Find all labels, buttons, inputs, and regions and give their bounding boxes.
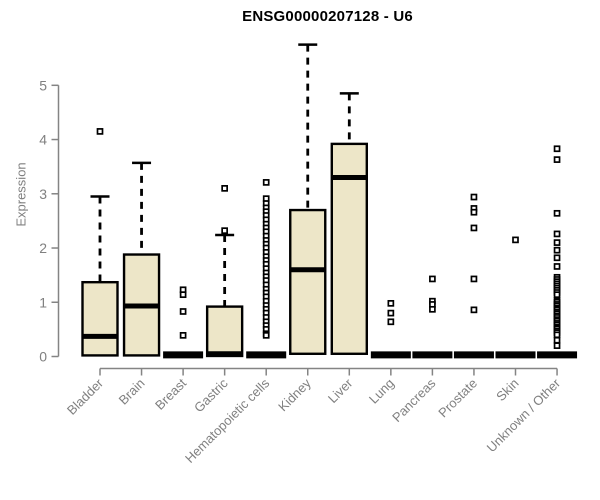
box-gastric xyxy=(205,185,244,358)
collapsed-box xyxy=(537,351,578,359)
x-tick-label-gastric: Gastric xyxy=(191,375,231,415)
outlier-point xyxy=(553,230,561,238)
x-tick-label-pancreas: Pancreas xyxy=(389,375,439,425)
x-tick-label-unknown-other: Unknown / Other xyxy=(484,375,564,455)
chart-title: ENSG00000207128 - U6 xyxy=(242,8,413,25)
outlier-point xyxy=(512,236,519,244)
outlier-point xyxy=(553,336,561,344)
box-liver xyxy=(330,92,368,355)
y-tick-label: 4 xyxy=(39,132,47,148)
outlier-point xyxy=(470,224,478,232)
box-pancreas xyxy=(412,275,453,359)
outlier-point xyxy=(553,246,561,254)
x-tick-label-bladder: Bladder xyxy=(64,375,107,418)
y-tick-label: 3 xyxy=(39,186,47,202)
box-skin xyxy=(495,236,536,359)
outlier-point xyxy=(221,185,228,192)
outlier-point xyxy=(96,128,104,135)
outlier-point xyxy=(387,299,395,307)
outlier-point xyxy=(179,291,187,299)
outlier-point xyxy=(470,275,478,283)
outlier-point xyxy=(387,318,395,326)
collapsed-box xyxy=(453,351,494,359)
box-lung xyxy=(370,299,411,359)
y-axis-label: Expression xyxy=(13,162,29,227)
y-tick-label: 1 xyxy=(39,294,47,310)
x-tick-label-lung: Lung xyxy=(366,376,397,407)
box-kidney xyxy=(289,43,327,355)
iqr-box xyxy=(289,208,327,355)
outlier-point xyxy=(553,263,561,270)
y-axis: 0 1 2 3 4 5 xyxy=(39,77,60,365)
outlier-point xyxy=(179,331,187,339)
outlier-point xyxy=(221,227,228,235)
iqr-box xyxy=(81,280,119,357)
box-hematopoietic-cells xyxy=(246,179,287,359)
box-brain xyxy=(122,161,161,357)
outlier-point xyxy=(262,331,270,339)
outlier-point xyxy=(553,342,561,350)
collapsed-box xyxy=(246,351,287,359)
y-tick-label: 0 xyxy=(39,349,47,365)
outlier-point xyxy=(429,275,436,283)
outlier-point xyxy=(553,145,561,153)
x-tick-label-skin: Skin xyxy=(493,376,521,404)
collapsed-box xyxy=(495,351,536,359)
box-prostate xyxy=(453,193,494,359)
collapsed-box xyxy=(412,351,453,359)
outlier-point xyxy=(470,208,478,216)
collapsed-box xyxy=(370,351,411,359)
outlier-point xyxy=(553,156,561,163)
outlier-point xyxy=(262,179,270,186)
collapsed-box xyxy=(163,351,204,359)
x-tick-label-brain: Brain xyxy=(116,376,148,408)
box-bladder xyxy=(81,128,119,357)
box-unknown-other xyxy=(537,145,578,359)
x-tick-label-liver: Liver xyxy=(325,375,356,406)
x-tick-label-prostate: Prostate xyxy=(435,376,480,421)
outlier-point xyxy=(429,305,436,313)
x-tick-label-breast: Breast xyxy=(152,375,189,412)
outlier-point xyxy=(387,309,395,317)
outlier-point xyxy=(553,254,561,262)
outlier-point xyxy=(553,291,561,299)
y-tick-label: 2 xyxy=(39,240,47,256)
y-tick-label: 5 xyxy=(39,77,47,93)
x-tick-label-kidney: Kidney xyxy=(275,375,314,414)
outlier-point xyxy=(553,209,561,217)
iqr-box xyxy=(205,305,244,358)
outlier-point xyxy=(553,239,561,246)
outlier-point xyxy=(553,331,561,339)
outlier-point xyxy=(179,308,187,315)
outlier-point xyxy=(470,306,478,314)
outlier-point xyxy=(470,193,478,201)
box-breast xyxy=(163,286,204,359)
